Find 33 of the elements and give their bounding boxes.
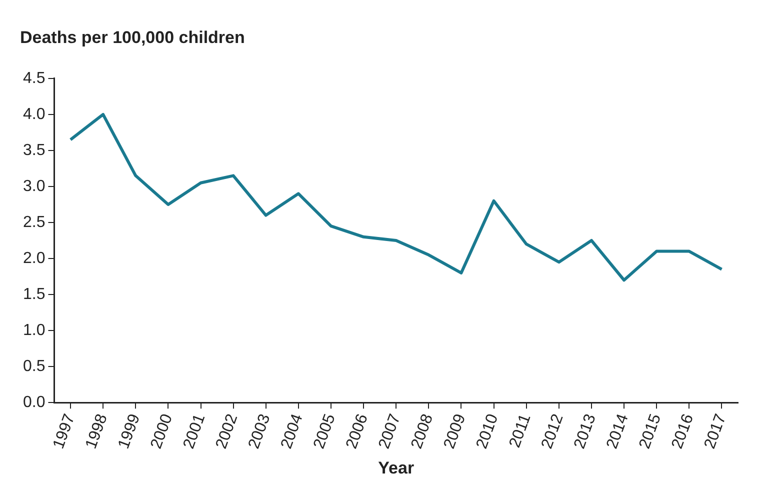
x-tick-label: 1999: [115, 412, 144, 452]
x-tick-label: 2001: [180, 412, 209, 452]
y-tick-label: 2.0: [22, 250, 46, 267]
x-tick-label: 2014: [604, 412, 632, 452]
x-axis-title: Year: [378, 458, 414, 478]
x-tick-label: 2017: [701, 412, 730, 452]
y-tick-label: 4.5: [22, 70, 46, 87]
x-tick-label: 2012: [538, 412, 567, 452]
x-tick-label: 2009: [441, 412, 470, 452]
x-tick-label: 2013: [571, 412, 600, 452]
x-tick-label: 2008: [408, 412, 437, 452]
y-tick-label: 2.5: [22, 214, 46, 231]
x-tick-label: 2005: [310, 412, 339, 452]
x-tick-label: 2003: [246, 412, 274, 452]
y-tick-label: 0.5: [22, 358, 46, 375]
x-tick-label: 2016: [668, 412, 698, 452]
y-tick-label: 1.0: [22, 322, 46, 339]
x-tick-label: 2007: [376, 412, 404, 452]
y-tick-label: 0.0: [22, 394, 46, 411]
x-tick-label: 2006: [343, 412, 372, 452]
x-tick-label: 2011: [506, 412, 534, 450]
x-tick-label: 2000: [148, 412, 176, 452]
y-tick-label: 1.5: [22, 286, 46, 303]
x-tick-label: 1997: [50, 412, 78, 452]
x-tick-label: 2010: [474, 412, 502, 452]
x-tick-label: 2002: [213, 412, 242, 452]
y-tick-label: 3.5: [22, 142, 46, 159]
x-tick-label: 2004: [278, 412, 306, 452]
y-axis-title: Deaths per 100,000 children: [20, 28, 245, 47]
x-tick-label: 1998: [82, 412, 112, 452]
y-tick-label: 4.0: [22, 106, 46, 123]
x-tick-label: 2015: [636, 412, 665, 452]
y-tick-label: 3.0: [22, 178, 46, 195]
